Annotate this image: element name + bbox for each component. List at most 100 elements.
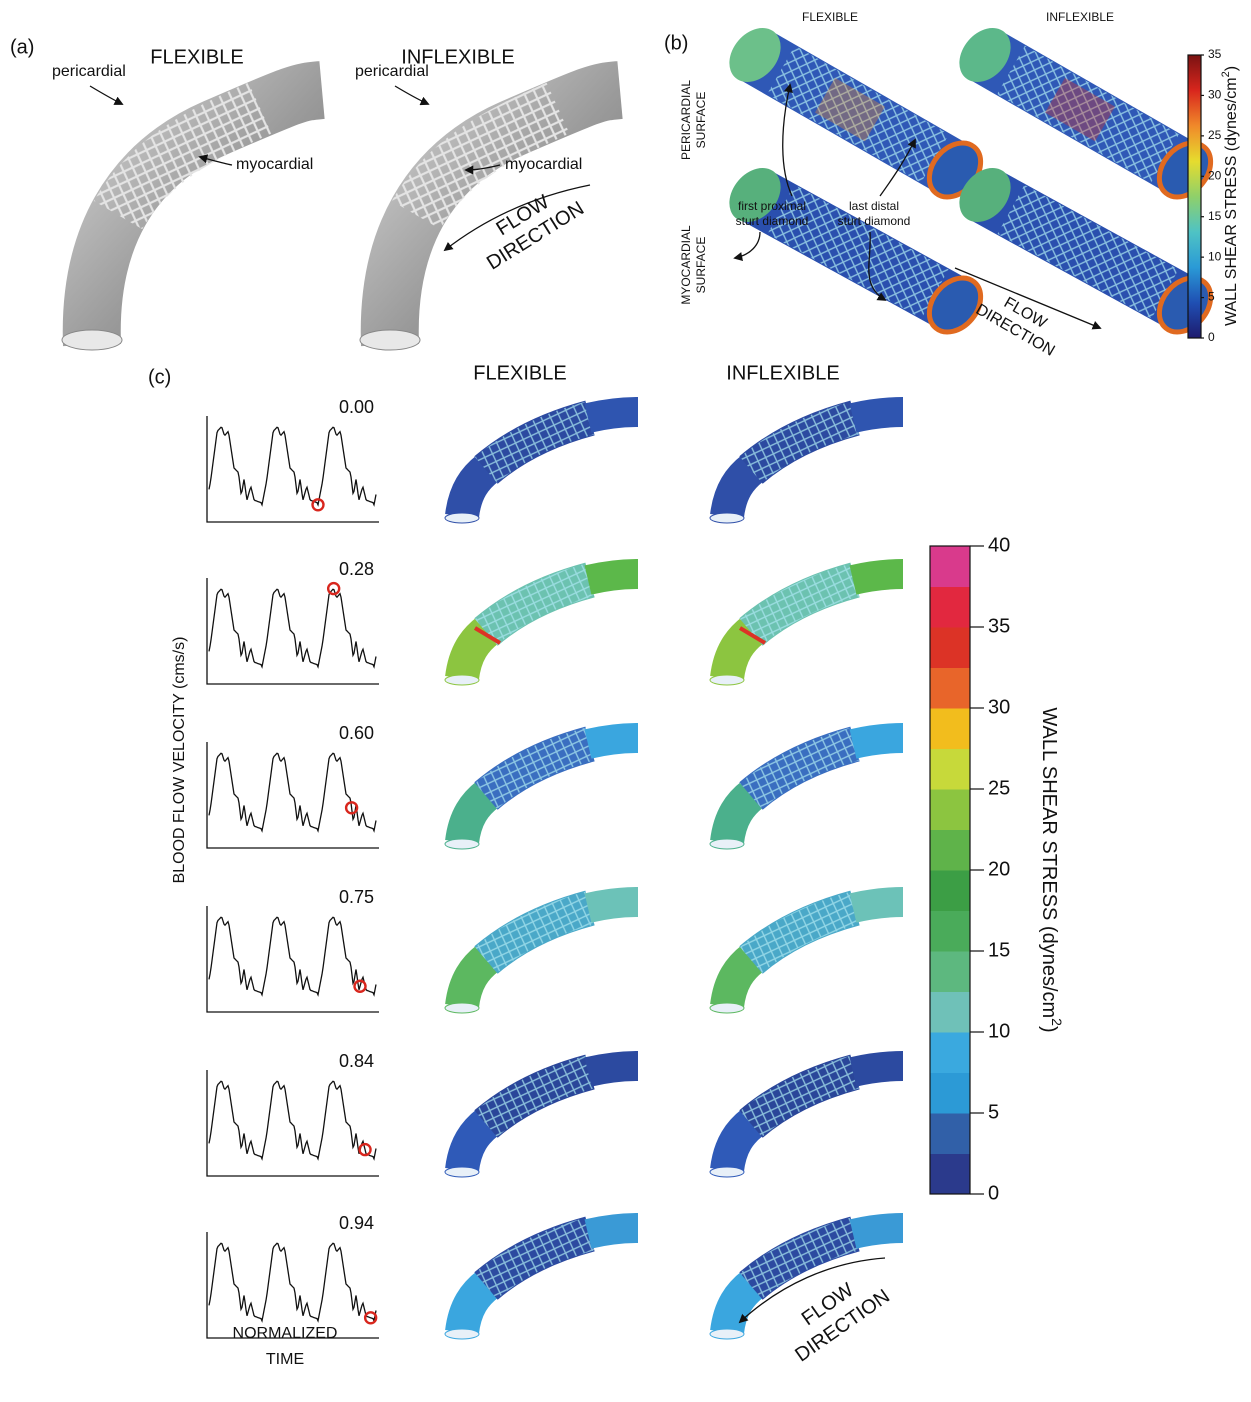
tick-label: 30 bbox=[988, 696, 1010, 718]
vessel-mesh bbox=[486, 580, 590, 632]
vessel-end bbox=[445, 1003, 479, 1013]
vessel-mesh bbox=[486, 744, 590, 796]
tick-label: 0 bbox=[1208, 330, 1215, 344]
color-ramp bbox=[1188, 55, 1201, 338]
vessel-proximal bbox=[727, 794, 753, 842]
vessel-end bbox=[710, 839, 744, 849]
x-axis-label: NORMALIZED bbox=[233, 1325, 338, 1342]
vessel-mesh bbox=[486, 1234, 590, 1286]
color-band bbox=[930, 587, 970, 628]
color-band bbox=[930, 627, 970, 668]
tick-label: 40 bbox=[988, 534, 1010, 556]
vessel-distal bbox=[588, 412, 638, 418]
tick-label: 20 bbox=[1208, 168, 1222, 182]
vessel-end bbox=[445, 675, 479, 685]
column-title: FLEXIBLE bbox=[802, 10, 858, 24]
vessel-distal bbox=[853, 412, 903, 418]
vessel-distal bbox=[853, 902, 903, 908]
row-text: PERICARDIAL bbox=[679, 80, 693, 160]
vessel-distal bbox=[588, 1066, 638, 1072]
flow-label: FLOW DIRECTION bbox=[470, 177, 588, 274]
color-band bbox=[930, 911, 970, 952]
axis bbox=[207, 416, 379, 522]
vessel-proximal bbox=[462, 468, 488, 516]
annotation: myocardial bbox=[236, 156, 313, 173]
axis bbox=[207, 1232, 379, 1338]
label-sup: 2 bbox=[1049, 1018, 1065, 1026]
vessel-mesh bbox=[751, 1072, 855, 1124]
tick-label: 15 bbox=[1208, 209, 1222, 223]
hot-zone bbox=[825, 95, 875, 124]
tick-label: 20 bbox=[988, 858, 1010, 880]
row-text: SURFACE bbox=[694, 92, 708, 149]
color-band bbox=[930, 749, 970, 790]
time-label: 0.94 bbox=[339, 1213, 374, 1233]
tick-label: 25 bbox=[1208, 128, 1222, 142]
tick-label: 35 bbox=[988, 615, 1010, 637]
tick-label: 5 bbox=[988, 1101, 999, 1123]
colorbar: 0510152025303540 bbox=[930, 534, 1010, 1204]
vessel-distal bbox=[588, 1228, 638, 1234]
label-text: WALL SHEAR STRESS (dynes/cm bbox=[1038, 707, 1060, 1018]
vessel-proximal bbox=[462, 1284, 488, 1332]
vessel-proximal bbox=[727, 630, 753, 678]
vessel-proximal bbox=[462, 794, 488, 842]
waveform bbox=[209, 1243, 376, 1321]
color-band bbox=[930, 1073, 970, 1114]
vessel-proximal bbox=[727, 958, 753, 1006]
column-title: FLEXIBLE bbox=[150, 46, 243, 68]
column-title: FLEXIBLE bbox=[473, 362, 566, 384]
tick-label: 5 bbox=[1208, 290, 1215, 304]
time-label: 0.75 bbox=[339, 887, 374, 907]
annotation: pericardial bbox=[52, 63, 126, 80]
vessel-proximal bbox=[727, 1284, 753, 1332]
colorbar-label: WALL SHEAR STRESS (dynes/cm2) bbox=[1220, 66, 1240, 326]
annotation: sturt diamond bbox=[838, 214, 911, 228]
column-title: INFLEXIBLE bbox=[726, 362, 839, 384]
waveform bbox=[209, 589, 376, 667]
stent-maps bbox=[719, 18, 1221, 342]
color-band bbox=[930, 830, 970, 871]
label-text: WALL SHEAR STRESS (dynes/cm bbox=[1223, 77, 1240, 326]
axis bbox=[207, 1070, 379, 1176]
vessel-proximal bbox=[462, 630, 488, 678]
waveform bbox=[209, 753, 376, 831]
label-end: ) bbox=[1223, 66, 1240, 71]
row-label: PERICARDIAL SURFACE bbox=[679, 80, 708, 160]
vessel-distal bbox=[588, 574, 638, 580]
color-band bbox=[930, 992, 970, 1033]
panel-label: (a) bbox=[10, 36, 34, 58]
axis bbox=[207, 906, 379, 1012]
vessel-distal bbox=[588, 738, 638, 744]
color-band bbox=[930, 546, 970, 587]
vessel-mesh bbox=[1011, 209, 1165, 294]
x-axis-label: TIME bbox=[266, 1351, 304, 1368]
vessel-end bbox=[445, 1329, 479, 1339]
vessel-proximal bbox=[462, 1122, 488, 1170]
color-band bbox=[930, 1113, 970, 1154]
time-label: 0.60 bbox=[339, 723, 374, 743]
vessel-proximal bbox=[462, 958, 488, 1006]
color-band bbox=[930, 708, 970, 749]
vessel-proximal bbox=[727, 468, 753, 516]
vessel-mesh bbox=[751, 744, 855, 796]
time-label: 0.84 bbox=[339, 1051, 374, 1071]
time-label: 0.00 bbox=[339, 397, 374, 417]
arrow bbox=[395, 86, 428, 104]
vessel-mesh bbox=[486, 908, 590, 960]
color-band bbox=[930, 1154, 970, 1195]
flow-label: FLOW DIRECTION bbox=[776, 1264, 894, 1366]
vessel-mesh bbox=[751, 580, 855, 632]
vessel-end bbox=[445, 839, 479, 849]
label-end: ) bbox=[1038, 1026, 1060, 1033]
color-band bbox=[930, 951, 970, 992]
tick-label: 35 bbox=[1208, 47, 1222, 61]
row-text: SURFACE bbox=[694, 237, 708, 294]
arrow bbox=[735, 232, 760, 258]
axis bbox=[207, 742, 379, 848]
color-band bbox=[930, 1032, 970, 1073]
annotation: sturt diamond bbox=[736, 214, 809, 228]
tick-label: 10 bbox=[988, 1020, 1010, 1042]
vessel-end bbox=[710, 513, 744, 523]
color-band bbox=[930, 789, 970, 830]
